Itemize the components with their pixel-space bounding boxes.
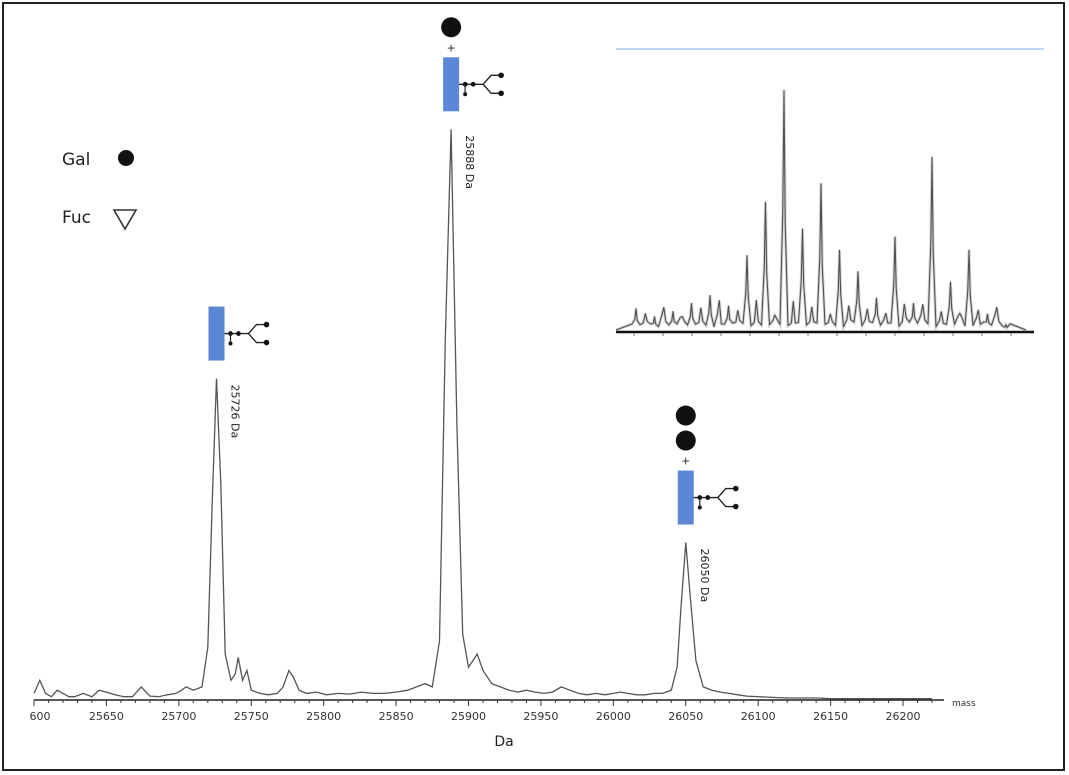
x-tick-label: 26150 <box>813 710 848 723</box>
glcnac-node <box>732 485 739 492</box>
legend-label-fuc: Fuc <box>62 208 91 228</box>
x-tick-label: 25650 <box>89 710 124 723</box>
peak-mass-label: 25888 Da <box>463 135 476 189</box>
legend-label-gal: Gal <box>62 150 90 170</box>
protein-bar <box>677 470 694 525</box>
trace-layer <box>33 129 932 700</box>
inset-trace <box>615 90 1027 331</box>
galactose-marker <box>675 405 696 426</box>
fucose-node <box>697 505 702 510</box>
x-tick-label: 26100 <box>741 710 776 723</box>
filled-circle-icon <box>118 150 134 166</box>
glcnac-node <box>705 495 711 500</box>
glcnac-node <box>470 81 476 87</box>
fucose-node <box>228 341 233 346</box>
x-tick-label: 25700 <box>161 710 196 723</box>
x-axis: 600 25650 25700 25750 25800 25850 25900 25950 26… <box>30 699 944 723</box>
plus-sign: + <box>447 41 456 54</box>
x-tick-label: 25800 <box>306 710 341 723</box>
x-tick-label: 25900 <box>451 710 486 723</box>
x-tick-label: 26200 <box>886 710 921 723</box>
peak-mass-label: 25726 Da <box>228 385 241 439</box>
x-tick-label: 25750 <box>234 710 269 723</box>
peak-annotation: 25726 Da <box>208 306 270 439</box>
protein-bar <box>208 306 225 361</box>
peak-annotations: 25726 Da 25888 Da +26050 Da + <box>208 17 739 603</box>
glcnac-node <box>732 503 739 510</box>
glycan-structure <box>677 470 739 525</box>
x-tick-label: 25950 <box>523 710 558 723</box>
x-axis-unit-label: mass <box>952 699 976 709</box>
x-tick-label: 25850 <box>379 710 414 723</box>
galactose-marker <box>441 17 462 38</box>
glycan-structure <box>443 57 504 112</box>
peak-mass-label: 26050 Da <box>698 549 711 603</box>
x-tick-label: 26000 <box>596 710 631 723</box>
peak-annotation: 26050 Da + <box>675 405 739 603</box>
x-tick-label: 26050 <box>668 710 703 723</box>
open-triangle-icon <box>112 209 138 231</box>
x-tick-label: 600 <box>30 710 51 723</box>
protein-bar <box>443 57 460 112</box>
spectrum-trace <box>33 129 932 700</box>
glcnac-node <box>236 331 241 336</box>
galactose-marker <box>675 430 696 451</box>
glcnac-node <box>498 90 504 97</box>
inset-spectrum <box>615 48 1044 336</box>
glycan-structure <box>208 306 270 361</box>
glcnac-node <box>263 321 270 328</box>
plus-sign: + <box>681 455 690 468</box>
x-axis-title: Da <box>494 734 513 750</box>
mass-spectrum-chart: Gal Fuc 600 25650 25700 25750 25800 25850 2590… <box>30 17 1044 750</box>
inset-trace-shadow <box>615 90 1027 333</box>
peak-annotation: 25888 Da + <box>441 17 504 189</box>
legend: Gal Fuc <box>62 150 138 231</box>
glcnac-node <box>498 72 504 79</box>
glcnac-node <box>263 339 270 346</box>
fucose-node <box>463 92 468 97</box>
